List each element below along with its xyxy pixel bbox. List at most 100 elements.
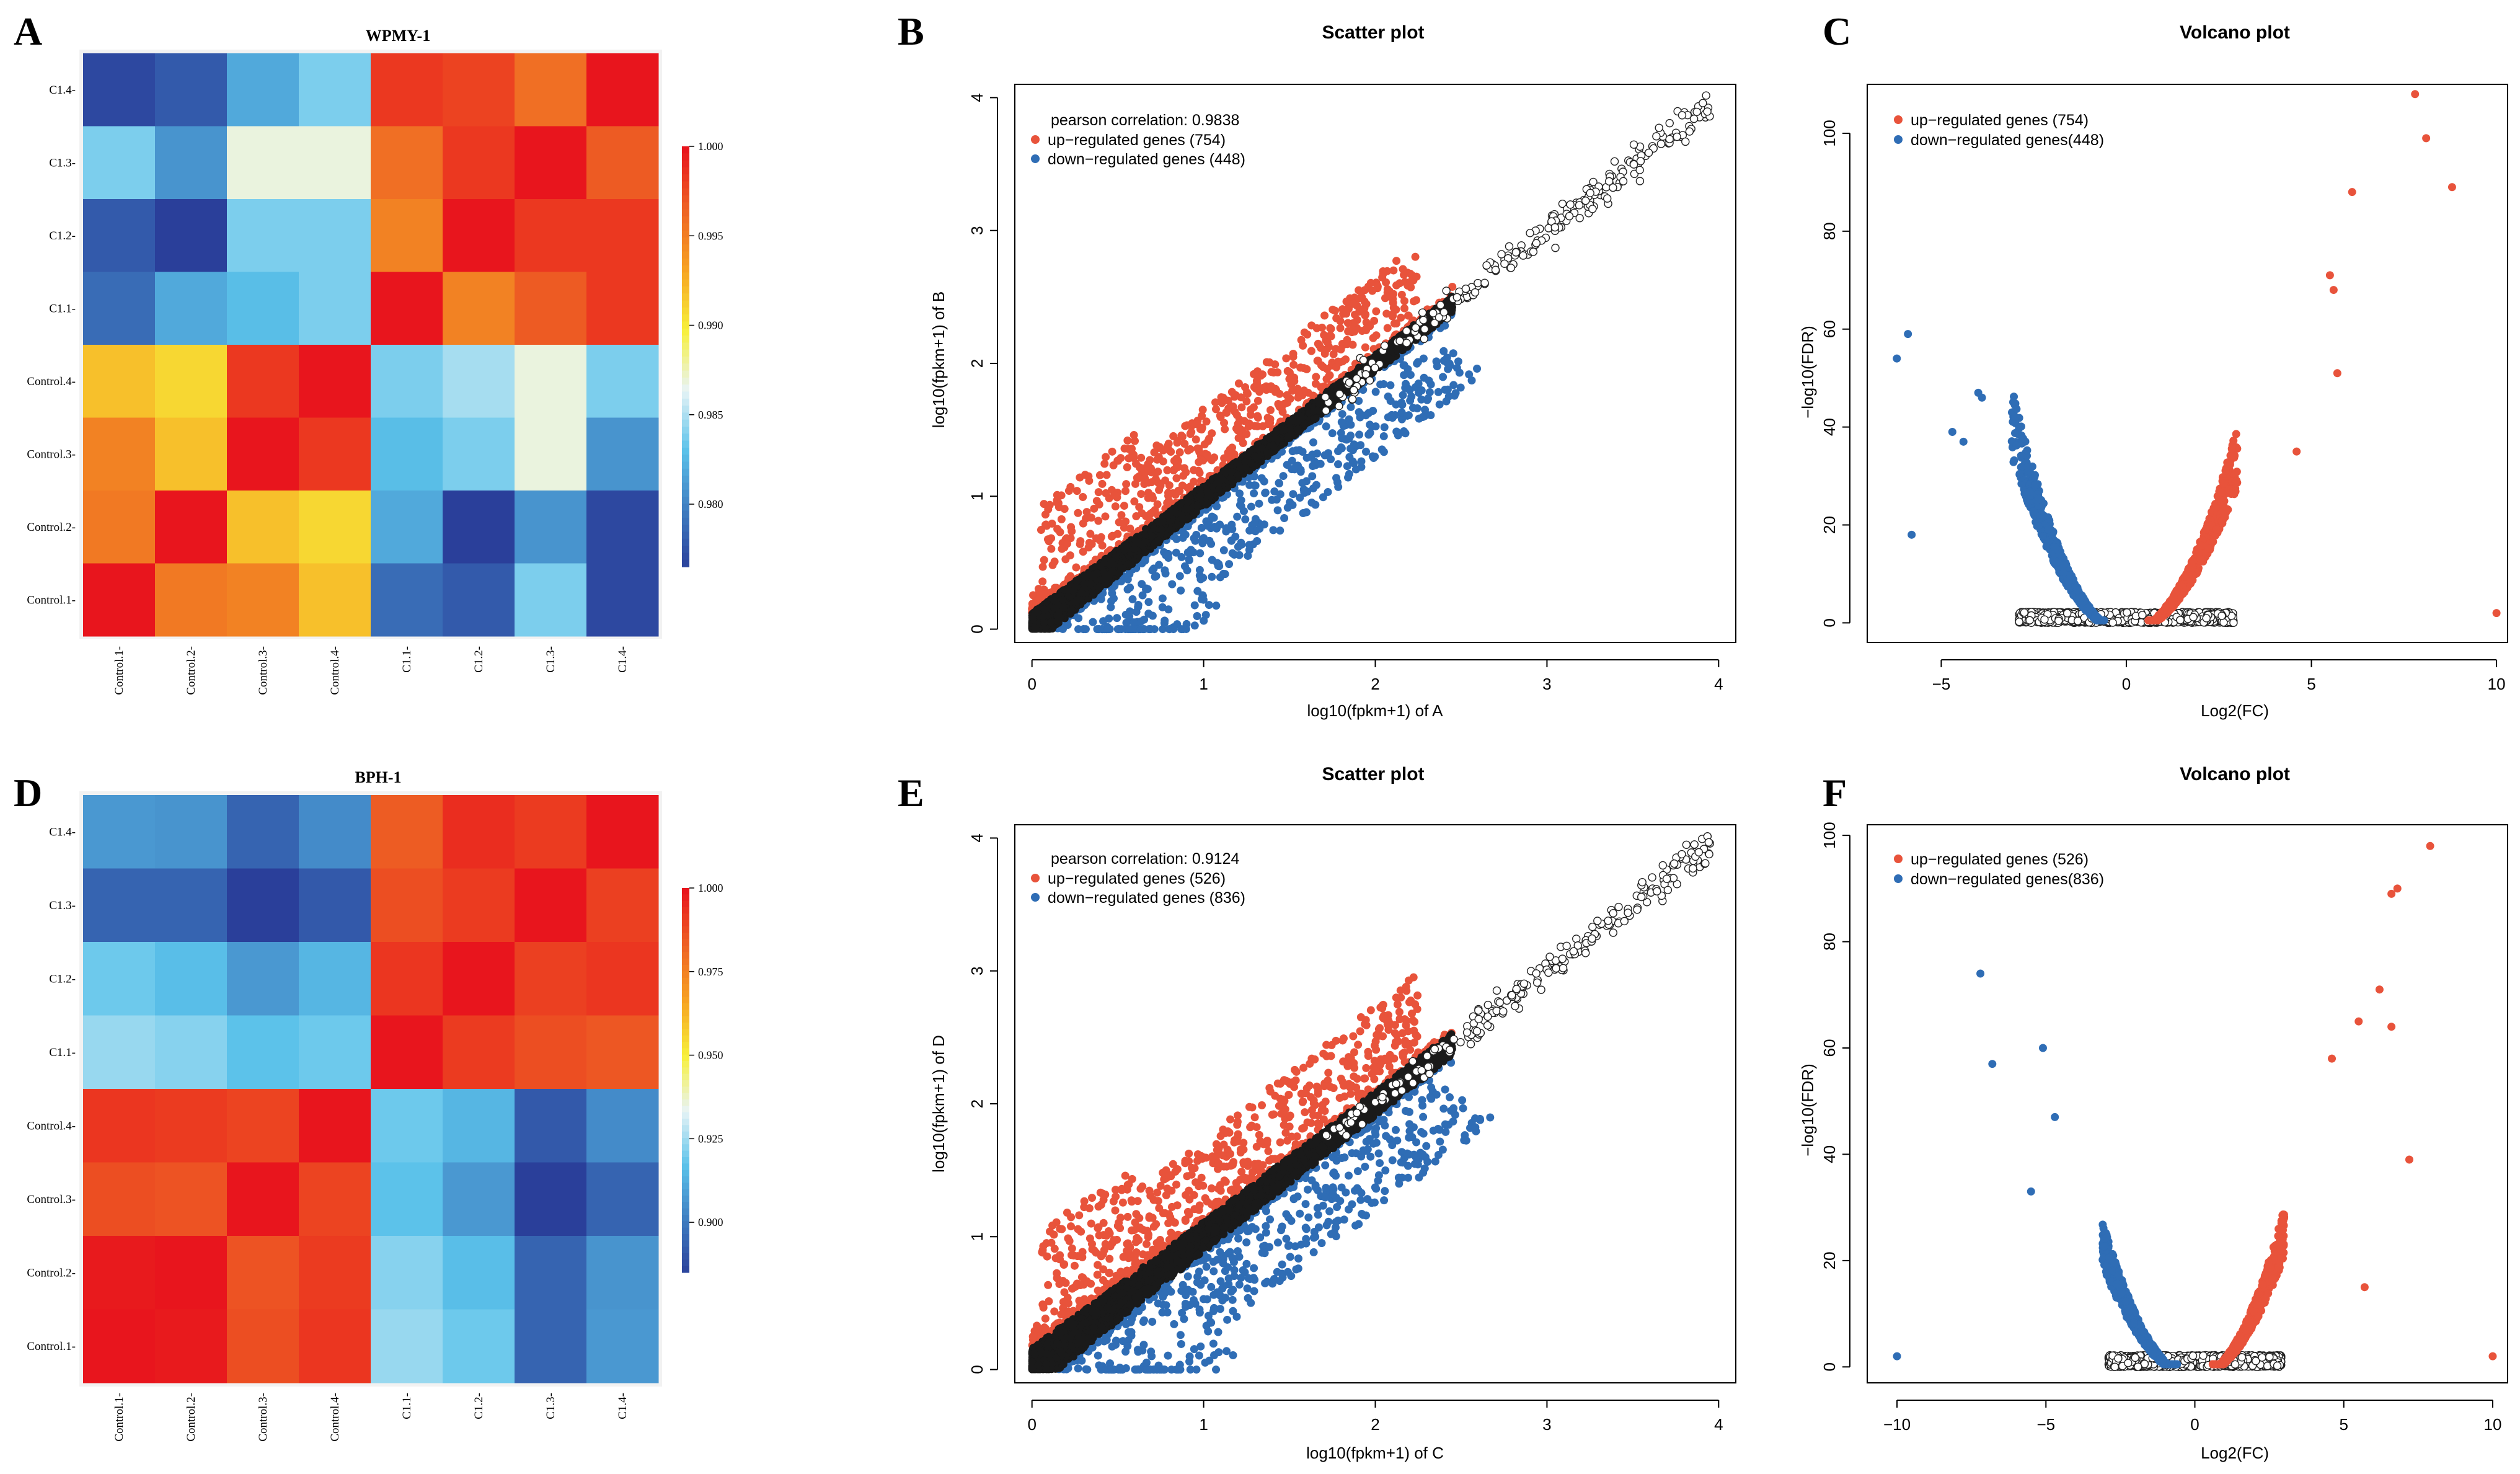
heatmap-row-label: Control.3- [27, 1193, 76, 1206]
colorbar-segment [682, 1042, 689, 1049]
point-up-regulated [1390, 319, 1399, 328]
point-up-regulated [1294, 393, 1302, 402]
colorbar-tick-label: 0.980 [698, 498, 723, 510]
point-down-regulated [1244, 551, 1252, 560]
colorbar-segment [682, 997, 689, 1004]
colorbar-segment [682, 272, 689, 280]
point-down-regulated [1183, 522, 1192, 531]
heatmap-cell [299, 491, 371, 564]
point-down-regulated [1148, 566, 1157, 575]
point-up-regulated [1369, 334, 1377, 342]
colorbar-segment [682, 510, 689, 518]
heatmap-column-label: C1.3- [544, 646, 557, 673]
heatmap-cell [371, 272, 443, 345]
colorbar-segment [682, 965, 689, 972]
heatmap-cell [586, 272, 659, 345]
point-up-regulated [1297, 335, 1306, 344]
point-down-regulated [1299, 508, 1307, 517]
point-down-regulated [1404, 384, 1412, 393]
point-up-regulated [1146, 456, 1154, 464]
heatmap-cell [155, 1089, 228, 1163]
heatmap-column-labels: Control.1- Control.2- Control.3- Control.4-… [113, 646, 629, 695]
colorbar-segment [682, 1208, 689, 1215]
point-down-regulated [1172, 548, 1180, 557]
point-up-regulated [1153, 455, 1162, 464]
colorbar-segment [682, 363, 689, 371]
point-up-regulated [1123, 463, 1131, 472]
point-up-regulated [1048, 561, 1057, 569]
colorbar-segment [682, 1246, 689, 1254]
colorbar-segment [682, 1016, 689, 1023]
point-up-regulated [1163, 442, 1172, 450]
point-down-regulated [1343, 462, 1351, 471]
point-up-regulated [1313, 357, 1322, 365]
point-up-regulated [1397, 290, 1406, 299]
point-down-regulated [1213, 559, 1222, 567]
point-down-regulated [1446, 362, 1454, 370]
point-down-regulated [1074, 625, 1083, 634]
point-up-regulated [1344, 304, 1353, 313]
point-down-regulated [1418, 413, 1427, 422]
point-up-regulated [1120, 502, 1128, 510]
colorbar-segment [682, 455, 689, 463]
heatmap-row-label: Control.2- [27, 1266, 76, 1279]
colorbar-segment [682, 174, 689, 182]
colorbar-segment [682, 216, 689, 224]
point-down-regulated [1247, 502, 1255, 511]
point-down-regulated [1456, 383, 1465, 392]
heatmap-cell [227, 345, 299, 418]
point-down-regulated [1168, 580, 1177, 588]
heatmap-cell [371, 1089, 443, 1163]
point-down-regulated [1144, 598, 1153, 606]
point-up-regulated [1082, 508, 1091, 517]
heatmap-cell [586, 417, 659, 491]
point-up-regulated [1094, 517, 1103, 525]
colorbar-segment [682, 946, 689, 952]
heatmap-cell [227, 1236, 299, 1310]
point-down-regulated [1288, 456, 1296, 465]
point-up-regulated [1130, 497, 1139, 506]
point-down-regulated [1379, 432, 1388, 440]
heatmap-cell [227, 942, 299, 1016]
point-up-regulated [1058, 544, 1066, 553]
point-up-regulated [1372, 307, 1381, 316]
point-up-regulated [1184, 446, 1193, 455]
heatmap-cell [299, 1309, 371, 1383]
colorbar-segment [682, 412, 689, 420]
point-up-regulated [1242, 397, 1251, 406]
point-down-regulated [1371, 388, 1380, 396]
colorbar-segment [682, 314, 689, 322]
colorbar-segment [682, 307, 689, 315]
point-up-regulated [1242, 430, 1251, 438]
point-down-regulated [1413, 359, 1421, 368]
heatmap-column-label: Control.4- [329, 646, 342, 695]
point-up-regulated [1332, 345, 1340, 353]
point-up-regulated [1163, 499, 1172, 507]
heatmap-cell [299, 272, 371, 345]
heatmap-cell [83, 272, 156, 345]
point-up-regulated [1400, 270, 1408, 278]
point-down-regulated [1298, 479, 1307, 487]
point-down-regulated [1241, 515, 1250, 523]
heatmap-row-label: Control.2- [27, 521, 76, 534]
colorbar-segment [682, 223, 689, 231]
colorbar-segment [682, 531, 689, 539]
panel-letter-a: A [14, 9, 42, 53]
colorbar-tick-label: 0.950 [698, 1049, 723, 1062]
colorbar-segment [682, 391, 689, 399]
point-down-regulated [1308, 450, 1317, 459]
point-up-regulated [1092, 497, 1101, 505]
point-up-regulated [1357, 293, 1366, 301]
point-down-regulated [1269, 526, 1278, 535]
point-down-regulated [1407, 393, 1416, 401]
heatmap-cell [371, 563, 443, 637]
colorbar-tick-label: 0.995 [698, 229, 723, 242]
point-up-regulated [1218, 399, 1226, 407]
heatmap-cell [515, 491, 587, 564]
point-up-regulated [1246, 411, 1255, 419]
point-up-regulated [1253, 396, 1262, 405]
point-up-regulated [1307, 347, 1315, 355]
point-down-regulated [1435, 400, 1444, 409]
colorbar-tick-label: 0.900 [698, 1216, 723, 1228]
